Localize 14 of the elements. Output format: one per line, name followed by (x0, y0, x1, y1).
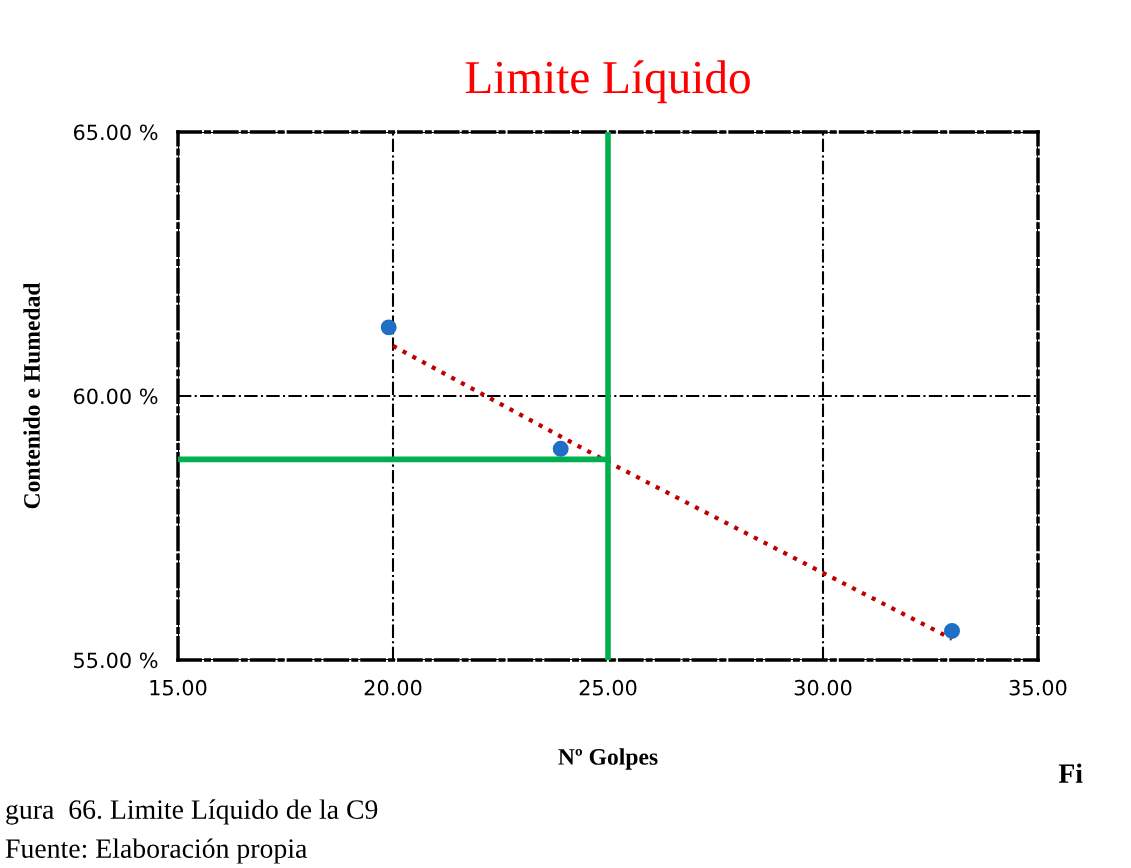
source-note: Fuente: Elaboración propia (5, 838, 307, 864)
x-tick-label: 35.00 (1009, 679, 1067, 696)
x-tick-label: 20.00 (364, 679, 422, 696)
x-axis-title: Nº Golpes (558, 748, 658, 770)
chart-title: Limite Líquido (465, 60, 750, 104)
y-tick-label: 60.00 % (73, 388, 158, 405)
x-tick-label: 15.00 (150, 679, 207, 696)
text: Fi (1058, 763, 1083, 783)
y-tick-label: 55.00 % (74, 652, 158, 669)
x-tick-label: 25.00 (579, 679, 637, 696)
y-axis-title: Contenido e Humedad (23, 282, 40, 509)
x-tick-label: 30.00 (794, 679, 852, 696)
text: gura 66. Limite Líquido de la C9 (6, 799, 378, 825)
y-tick-label: 65.00 % (73, 124, 158, 141)
